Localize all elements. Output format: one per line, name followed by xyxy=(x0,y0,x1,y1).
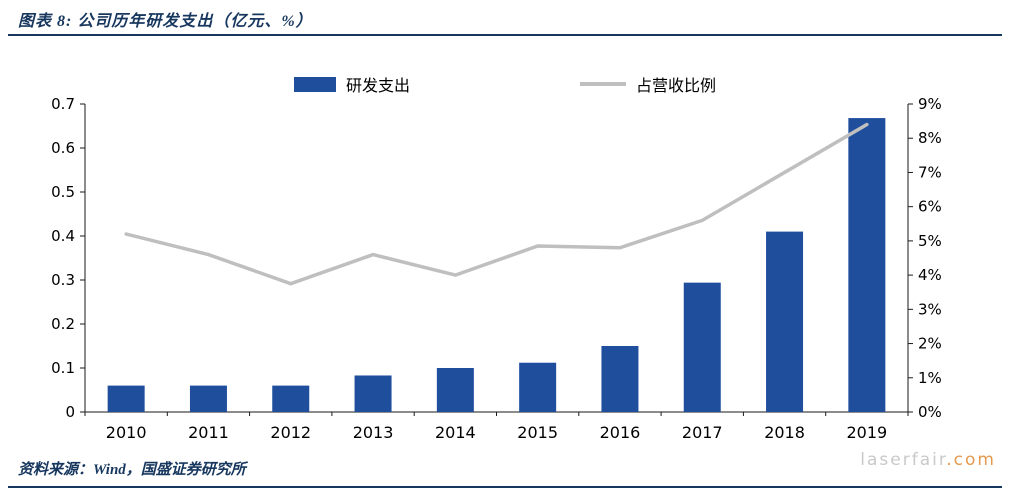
svg-text:2017: 2017 xyxy=(682,423,723,442)
svg-text:2016: 2016 xyxy=(600,423,641,442)
svg-text:0.6: 0.6 xyxy=(51,139,75,157)
svg-text:2013: 2013 xyxy=(353,423,394,442)
svg-text:2012: 2012 xyxy=(270,423,311,442)
figure-title: 图表 8: 公司历年研发支出（亿元、%） xyxy=(18,13,313,30)
svg-text:2010: 2010 xyxy=(106,423,147,442)
svg-text:0.3: 0.3 xyxy=(51,271,75,289)
svg-text:2011: 2011 xyxy=(188,423,229,442)
watermark-name: laserfair xyxy=(860,450,947,470)
footer-divider xyxy=(8,486,1002,488)
svg-text:0.1: 0.1 xyxy=(51,359,75,377)
watermark-tld: .com xyxy=(946,450,996,470)
line-swatch-icon xyxy=(580,82,626,86)
svg-text:2015: 2015 xyxy=(517,423,558,442)
svg-text:0.2: 0.2 xyxy=(51,315,75,333)
bar-swatch-icon xyxy=(293,76,336,92)
legend-label-line: 占营收比例 xyxy=(636,76,717,95)
svg-text:4%: 4% xyxy=(918,266,942,284)
chart-legend: 研发支出 占营收比例 xyxy=(0,72,1010,96)
svg-text:7%: 7% xyxy=(918,163,942,181)
svg-text:0%: 0% xyxy=(918,403,942,421)
svg-text:6%: 6% xyxy=(918,198,942,216)
svg-text:1%: 1% xyxy=(918,369,942,387)
combo-chart: 0 0.1 0.2 0.3 0.4 0.5 0.6 0.7 0% 1% 2% 3% 4% 5% 6% 7% 8%… xyxy=(51,96,942,442)
svg-text:2%: 2% xyxy=(918,335,942,353)
legend-label-bar: 研发支出 xyxy=(345,76,410,95)
svg-text:8%: 8% xyxy=(918,129,942,147)
line-series xyxy=(124,122,869,286)
title-divider xyxy=(8,34,1002,36)
bar-series xyxy=(107,118,886,412)
svg-text:2019: 2019 xyxy=(846,423,887,442)
svg-text:0: 0 xyxy=(65,403,75,421)
svg-text:0.4: 0.4 xyxy=(51,227,75,245)
svg-text:9%: 9% xyxy=(918,96,942,113)
svg-text:0.5: 0.5 xyxy=(51,183,75,201)
svg-text:0.7: 0.7 xyxy=(51,96,75,113)
source-note: 资料来源：Wind，国盛证券研究所 xyxy=(18,462,246,478)
watermark: laserfair.com xyxy=(860,450,996,470)
axis-labels: 0 0.1 0.2 0.3 0.4 0.5 0.6 0.7 0% 1% 2% 3% 4% 5% 6% 7% 8%… xyxy=(51,96,942,442)
svg-text:2014: 2014 xyxy=(435,423,476,442)
svg-text:2018: 2018 xyxy=(764,423,805,442)
svg-text:3%: 3% xyxy=(918,300,942,318)
legend-item-bar: 研发支出 xyxy=(293,72,410,96)
svg-text:5%: 5% xyxy=(918,232,942,250)
legend-item-line: 占营收比例 xyxy=(580,72,716,96)
